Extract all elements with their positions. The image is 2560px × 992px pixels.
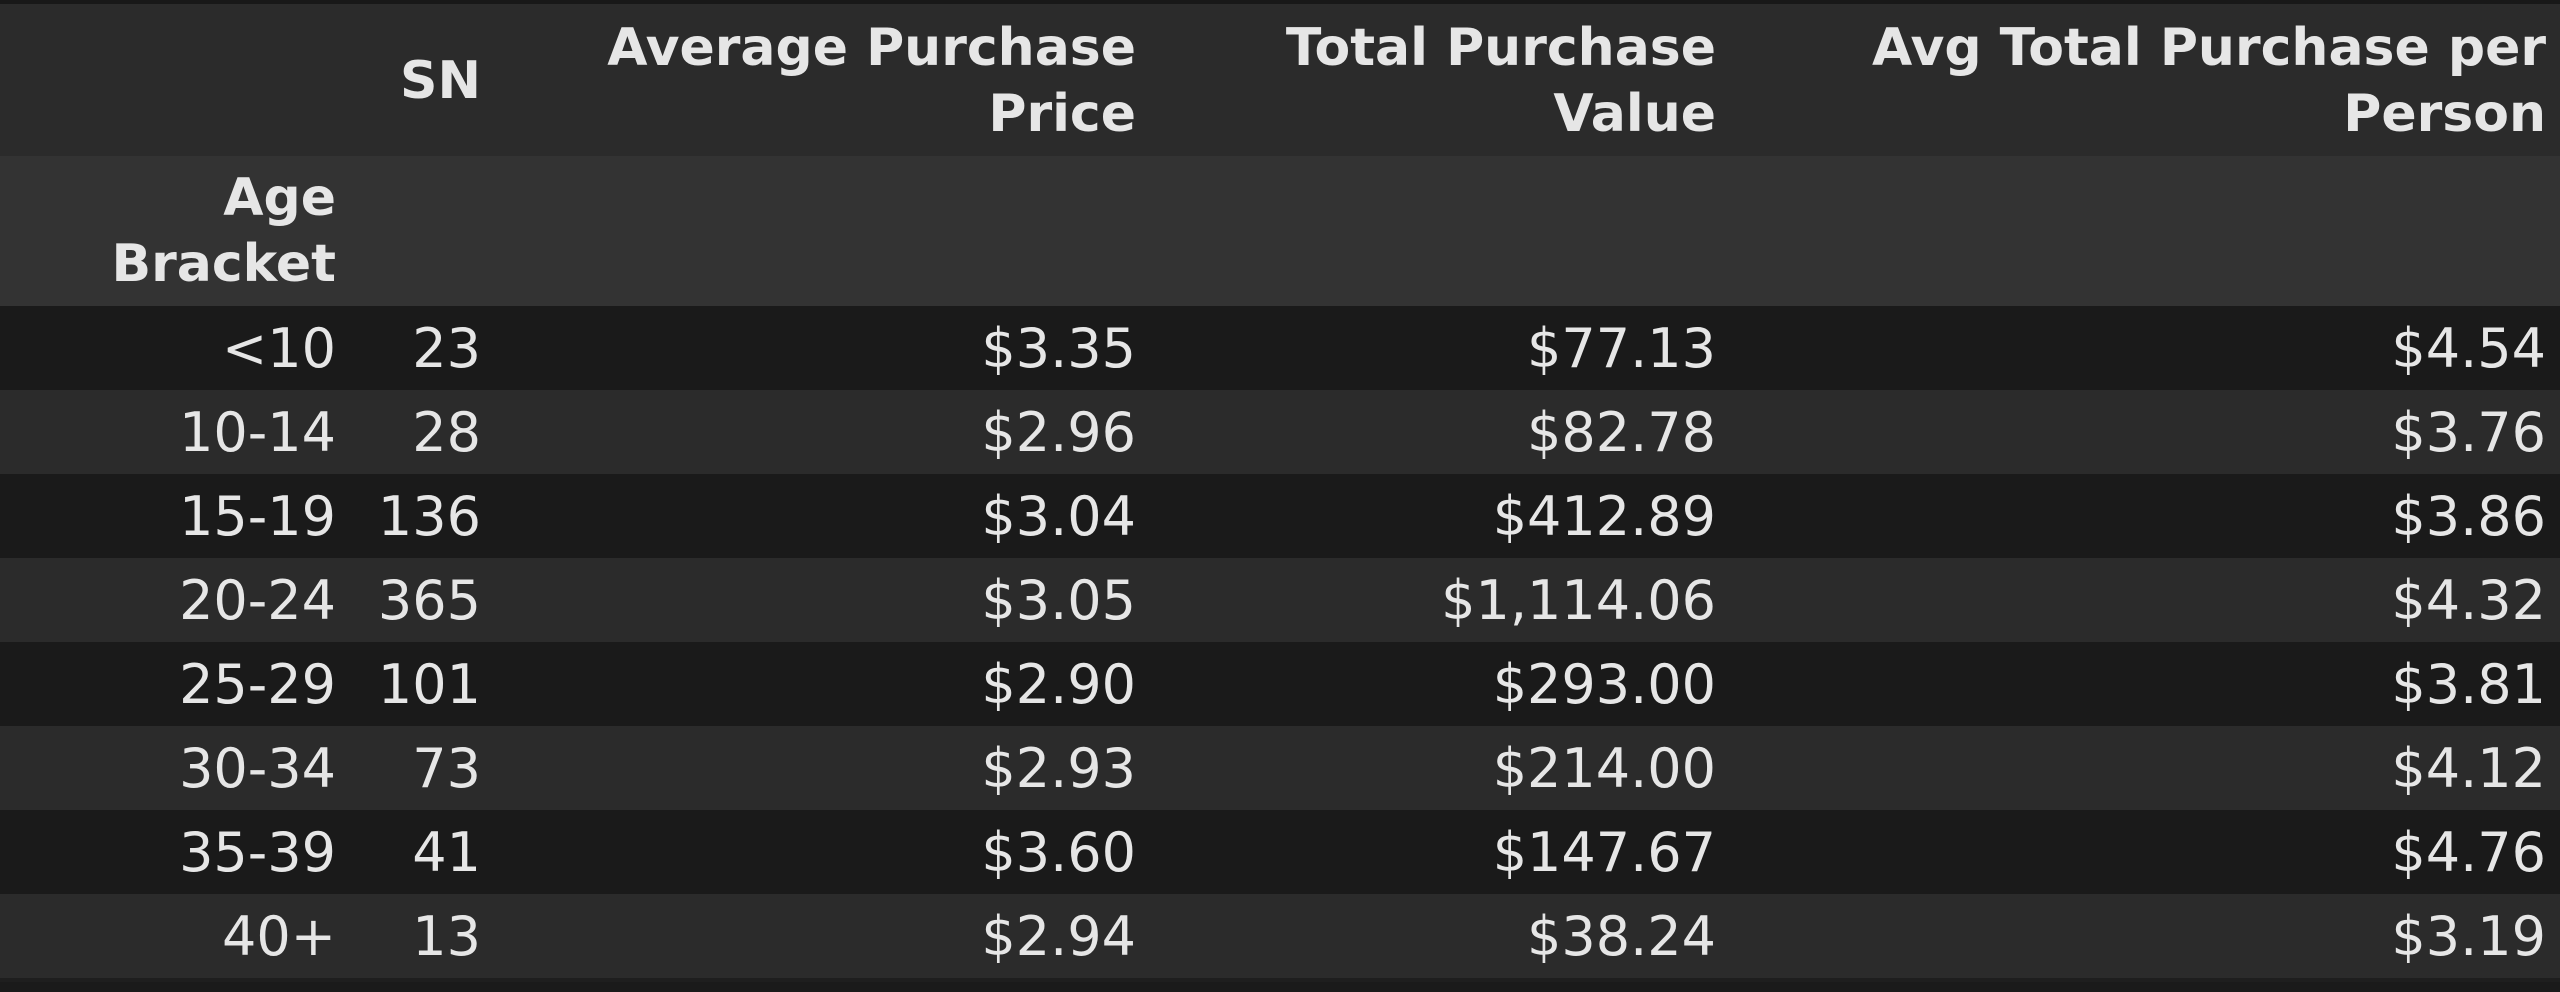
cell-total-purchase-value: $77.13 (1527, 316, 1716, 380)
cell-avg-total-purchase-per-person: $3.81 (2391, 652, 2546, 716)
table-row: 15-19 136 $3.04 $412.89 $3.86 (0, 474, 2560, 558)
cell-total-purchase-value: $147.67 (1492, 820, 1716, 884)
cell-avg-total-purchase-per-person: $3.19 (2391, 904, 2546, 968)
cell-total-purchase-value: $412.89 (1492, 484, 1716, 548)
column-header-total-purchase-value: Total Purchase Value (1285, 18, 1716, 144)
cell-avg-total-purchase-per-person: $4.76 (2391, 820, 2546, 884)
table-row: 30-34 73 $2.93 $214.00 $4.12 (0, 726, 2560, 810)
column-header-avg-total-purchase-per-person: Avg Total Purchase per Person (1872, 18, 2546, 144)
cell-average-purchase-price: $3.35 (981, 316, 1136, 380)
cell-avg-total-purchase-per-person: $4.54 (2391, 316, 2546, 380)
row-label: 20-24 (179, 568, 336, 632)
cell-sn: 23 (412, 316, 481, 380)
column-header-sn: SN (400, 51, 481, 111)
cell-avg-total-purchase-per-person: $3.76 (2391, 400, 2546, 464)
table-row: 25-29 101 $2.90 $293.00 $3.81 (0, 642, 2560, 726)
cell-sn: 73 (412, 736, 481, 800)
row-label: 30-34 (179, 736, 336, 800)
cell-average-purchase-price: $2.96 (981, 400, 1136, 464)
table-row: 10-14 28 $2.96 $82.78 $3.76 (0, 390, 2560, 474)
empty-header-cell (1730, 156, 2560, 306)
row-label: 15-19 (179, 484, 336, 548)
cell-average-purchase-price: $2.90 (981, 652, 1136, 716)
table-row: 40+ 13 $2.94 $38.24 $3.19 (0, 894, 2560, 978)
cell-average-purchase-price: $2.93 (981, 736, 1136, 800)
cell-total-purchase-value: $293.00 (1492, 652, 1716, 716)
cell-average-purchase-price: $3.60 (981, 820, 1136, 884)
cell-average-purchase-price: $3.04 (981, 484, 1136, 548)
cell-sn: 41 (412, 820, 481, 884)
cell-sn: 28 (412, 400, 481, 464)
cell-average-purchase-price: $3.05 (981, 568, 1136, 632)
cell-sn: 136 (377, 484, 481, 548)
table-row: 35-39 41 $3.60 $147.67 $4.76 (0, 810, 2560, 894)
index-name-age-bracket: Age Bracket (111, 168, 336, 294)
cell-sn: 365 (377, 568, 481, 632)
row-label: 35-39 (179, 820, 336, 884)
table-row: <10 23 $3.35 $77.13 $4.54 (0, 306, 2560, 390)
cell-sn: 13 (412, 904, 481, 968)
cell-total-purchase-value: $214.00 (1492, 736, 1716, 800)
corner-cell (0, 4, 350, 156)
age-bracket-purchase-table: SN Average Purchase Price Total Purchase… (0, 4, 2560, 978)
cell-total-purchase-value: $1,114.06 (1441, 568, 1716, 632)
row-label: 40+ (222, 904, 336, 968)
cell-avg-total-purchase-per-person: $3.86 (2391, 484, 2546, 548)
cell-total-purchase-value: $82.78 (1527, 400, 1716, 464)
cell-avg-total-purchase-per-person: $4.32 (2391, 568, 2546, 632)
cell-total-purchase-value: $38.24 (1527, 904, 1716, 968)
empty-header-cell (350, 156, 495, 306)
row-label: <10 (222, 316, 336, 380)
table-row: 20-24 365 $3.05 $1,114.06 $4.32 (0, 558, 2560, 642)
empty-header-cell (1150, 156, 1730, 306)
row-label: 25-29 (179, 652, 336, 716)
empty-header-cell (495, 156, 1150, 306)
column-header-row: SN Average Purchase Price Total Purchase… (0, 4, 2560, 156)
row-label: 10-14 (179, 400, 336, 464)
index-name-row: Age Bracket (0, 156, 2560, 306)
cell-average-purchase-price: $2.94 (981, 904, 1136, 968)
cell-avg-total-purchase-per-person: $4.12 (2391, 736, 2546, 800)
column-header-average-purchase-price: Average Purchase Price (607, 18, 1136, 144)
cell-sn: 101 (377, 652, 481, 716)
output-bottom-edge (0, 982, 2560, 992)
